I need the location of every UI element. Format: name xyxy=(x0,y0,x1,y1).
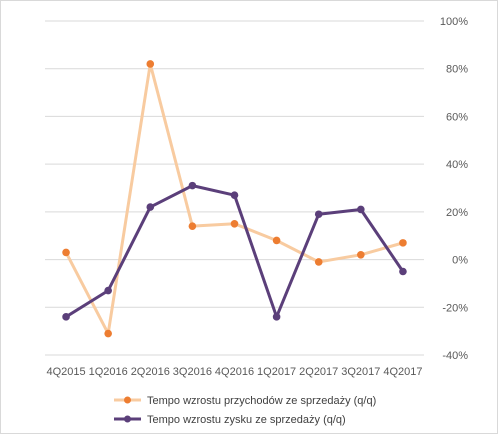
x-tick-label: 4Q2017 xyxy=(383,366,422,378)
y-tick-label: -40% xyxy=(442,350,468,362)
data-point-s0-1 xyxy=(104,329,112,338)
y-tick-label: 40% xyxy=(446,159,468,171)
data-point-s0-3 xyxy=(188,222,197,230)
x-tick-label: 1Q2016 xyxy=(89,366,128,378)
data-point-s0-4 xyxy=(230,219,239,228)
data-point-s0-2 xyxy=(146,60,155,68)
x-tick-label: 4Q2016 xyxy=(215,366,254,378)
x-tick-label: 3Q2016 xyxy=(173,366,212,378)
legend-item-profit: Tempo wzrostu zysku ze sprzedaży (q/q) xyxy=(114,414,346,426)
data-point-s1-2 xyxy=(146,203,155,211)
x-tick-label: 3Q2017 xyxy=(341,366,380,378)
x-tick-label: 2Q2016 xyxy=(131,366,170,378)
y-tick-label: -20% xyxy=(442,302,468,314)
x-axis-tick-labels: 4Q2015 1Q2016 2Q2016 3Q2016 4Q2016 1Q2017 2Q20… xyxy=(46,366,422,378)
y-axis-tick-labels: -40% -20% 0% 20% 40% 60% 80% 100% xyxy=(440,16,468,362)
data-point-s0-7 xyxy=(357,251,365,259)
data-point-s1-0 xyxy=(62,313,70,321)
y-tick-label: 100% xyxy=(440,16,468,28)
legend-item-revenue: Tempo wzrostu przychodów ze sprzedaży (q… xyxy=(114,395,376,407)
x-tick-label: 4Q2015 xyxy=(46,366,85,378)
data-point-s1-8 xyxy=(399,267,407,276)
data-point-s1-6 xyxy=(314,210,323,219)
y-tick-label: 80% xyxy=(446,64,468,76)
legend-marker-profit xyxy=(124,415,131,423)
x-tick-label: 2Q2017 xyxy=(299,366,338,378)
data-point-s0-5 xyxy=(272,236,281,245)
y-tick-label: 20% xyxy=(446,207,468,219)
x-tick-label: 1Q2017 xyxy=(257,366,296,378)
data-point-s1-3 xyxy=(188,181,197,190)
legend-label-revenue: Tempo wzrostu przychodów ze sprzedaży (q… xyxy=(147,395,376,407)
data-point-s1-5 xyxy=(272,313,281,321)
data-point-s1-7 xyxy=(357,205,365,214)
y-tick-label: 0% xyxy=(452,255,468,267)
series-line-1 xyxy=(64,184,405,319)
data-point-s1-1 xyxy=(104,286,112,295)
legend-label-profit: Tempo wzrostu zysku ze sprzedaży (q/q) xyxy=(147,414,346,426)
legend: Tempo wzrostu przychodów ze sprzedaży (q… xyxy=(114,395,376,426)
data-point-s0-6 xyxy=(314,258,323,266)
gridlines xyxy=(45,20,424,356)
data-point-s0-8 xyxy=(399,239,407,247)
data-point-s1-4 xyxy=(230,191,239,199)
data-point-s0-0 xyxy=(62,248,70,257)
legend-marker-revenue xyxy=(124,396,131,404)
y-tick-label: 60% xyxy=(446,111,468,123)
series-markers xyxy=(62,60,407,338)
